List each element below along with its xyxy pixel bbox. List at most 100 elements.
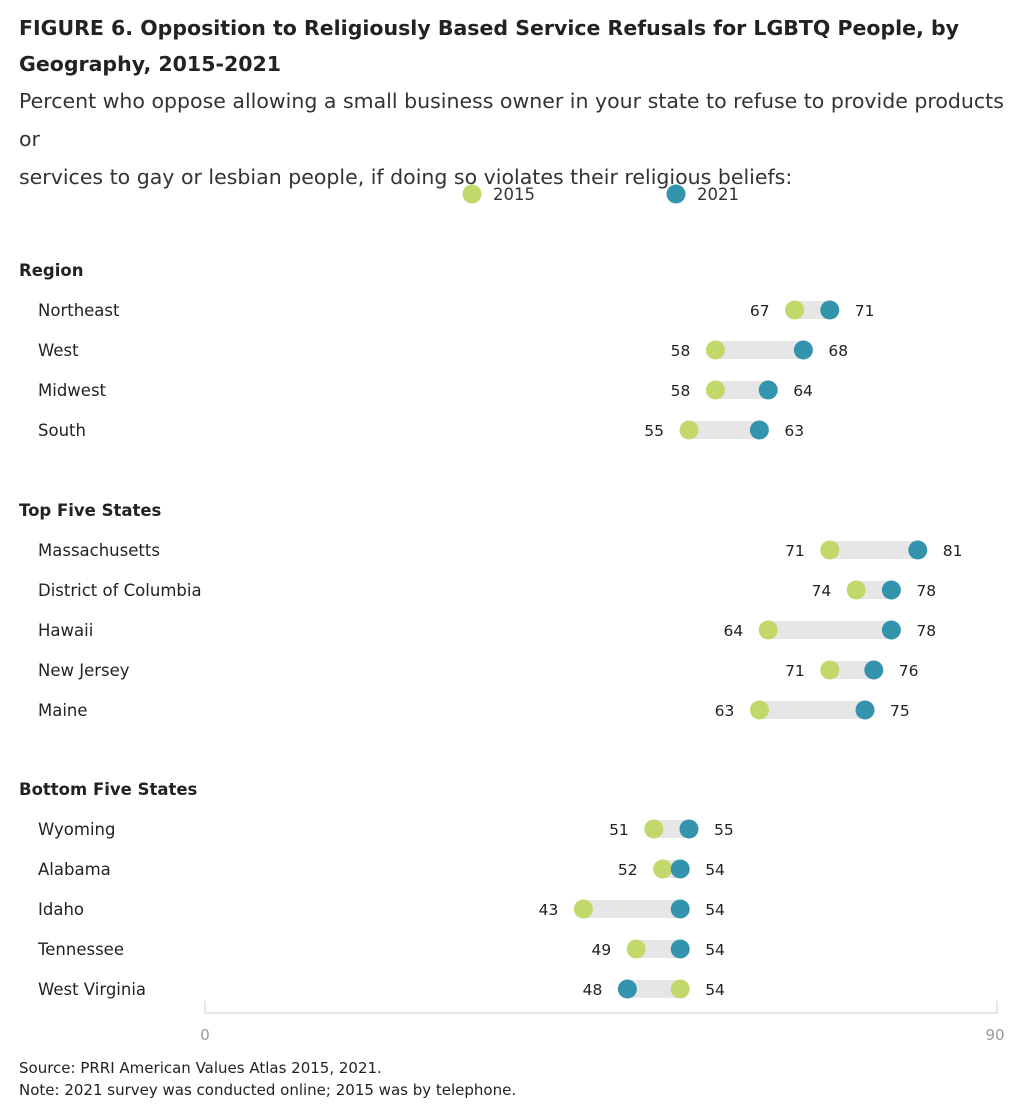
value-label-low: 63 (715, 702, 735, 720)
marker-2015 (820, 540, 840, 560)
range-track (856, 581, 892, 599)
group-heading: Top Five States (19, 501, 162, 520)
value-label-high: 78 (916, 622, 936, 640)
row-label: Alabama (38, 860, 111, 879)
marker-2021 (820, 300, 840, 320)
row-label: Maine (38, 701, 88, 720)
value-label-low: 52 (618, 861, 638, 879)
value-label-low: 48 (583, 981, 603, 999)
dumbbell-chart: 2015 2021 Region Northeast 67 71 West 58 68 Midwe… (19, 184, 1005, 1044)
range-track (715, 381, 769, 399)
range-track (794, 301, 830, 319)
marker-2021 (670, 859, 690, 879)
marker-2015 (644, 819, 664, 839)
legend-label-2021: 2021 (697, 185, 739, 204)
source-note: Source: PRRI American Values Atlas 2015,… (19, 1059, 382, 1077)
row-label: Hawaii (38, 621, 93, 640)
value-label-low: 43 (539, 901, 559, 919)
marker-2015 (573, 899, 593, 919)
legend-marker-2015 (462, 184, 482, 204)
range-track (653, 820, 689, 838)
legend-label-2015: 2015 (493, 185, 535, 204)
row-label: West Virginia (38, 980, 146, 999)
marker-2015 (785, 300, 805, 320)
marker-2021 (617, 979, 637, 999)
marker-2021 (670, 939, 690, 959)
value-label-high: 54 (705, 901, 725, 919)
range-track (768, 621, 892, 639)
value-label-high: 68 (828, 342, 848, 360)
value-label-high: 54 (705, 941, 725, 959)
range-track (636, 940, 681, 958)
marker-2021 (864, 660, 884, 680)
row-label: District of Columbia (38, 581, 202, 600)
value-label-low: 49 (591, 941, 611, 959)
marker-2015 (670, 979, 690, 999)
value-label-high: 54 (705, 861, 725, 879)
group-heading: Bottom Five States (19, 780, 198, 799)
chart-title: FIGURE 6. Opposition to Religiously Base… (19, 10, 1009, 82)
legend-marker-2021 (666, 184, 686, 204)
marker-2021 (749, 420, 769, 440)
row-label: New Jersey (38, 661, 130, 680)
marker-2015 (679, 420, 699, 440)
row-label: Idaho (38, 900, 84, 919)
range-track (627, 980, 681, 998)
row-label: Midwest (38, 381, 107, 400)
marker-2015 (758, 620, 778, 640)
chart-subtitle-line-1: Percent who oppose allowing a small busi… (19, 89, 1004, 151)
x-tick-label: 0 (200, 1026, 210, 1044)
range-track (715, 341, 804, 359)
range-track (759, 701, 865, 719)
group-heading: Region (19, 261, 83, 280)
value-label-low: 67 (750, 302, 770, 320)
chart-title-line-1: FIGURE 6. Opposition to Religiously Base… (19, 16, 960, 40)
range-track (829, 661, 874, 679)
value-label-high: 63 (784, 422, 804, 440)
marker-2021 (679, 819, 699, 839)
value-label-low: 55 (644, 422, 664, 440)
marker-2015 (846, 580, 866, 600)
marker-2015 (705, 340, 725, 360)
chart-subtitle: Percent who oppose allowing a small busi… (19, 82, 1019, 196)
value-label-high: 81 (943, 542, 963, 560)
row-label: Massachusetts (38, 541, 160, 560)
value-label-high: 54 (705, 981, 725, 999)
value-label-high: 55 (714, 821, 734, 839)
row-label: South (38, 421, 86, 440)
value-label-low: 51 (609, 821, 629, 839)
value-label-low: 71 (785, 542, 805, 560)
value-label-low: 58 (671, 382, 691, 400)
method-note: Note: 2021 survey was conducted online; … (19, 1081, 517, 1099)
range-track (689, 421, 760, 439)
marker-2021 (881, 620, 901, 640)
marker-2021 (881, 580, 901, 600)
chart-subtitle-line-2: services to gay or lesbian people, if do… (19, 165, 793, 189)
value-label-high: 71 (855, 302, 875, 320)
x-tick-label: 90 (985, 1026, 1004, 1044)
marker-2015 (749, 700, 769, 720)
value-label-high: 64 (793, 382, 813, 400)
value-label-high: 78 (916, 582, 936, 600)
value-label-high: 75 (890, 702, 910, 720)
row-label: Tennessee (37, 940, 124, 959)
value-label-low: 64 (723, 622, 743, 640)
range-track (829, 541, 918, 559)
row-label: Northeast (38, 301, 120, 320)
marker-2015 (626, 939, 646, 959)
marker-2015 (705, 380, 725, 400)
value-label-low: 71 (785, 662, 805, 680)
value-label-high: 76 (899, 662, 919, 680)
marker-2021 (670, 899, 690, 919)
marker-2015 (653, 859, 673, 879)
row-label: West (38, 341, 79, 360)
marker-2021 (908, 540, 928, 560)
value-label-low: 58 (671, 342, 691, 360)
marker-2015 (820, 660, 840, 680)
value-label-low: 74 (811, 582, 831, 600)
row-label: Wyoming (38, 820, 115, 839)
range-track (583, 900, 681, 918)
marker-2021 (793, 340, 813, 360)
chart-title-line-2: Geography, 2015-2021 (19, 52, 282, 76)
marker-2021 (855, 700, 875, 720)
